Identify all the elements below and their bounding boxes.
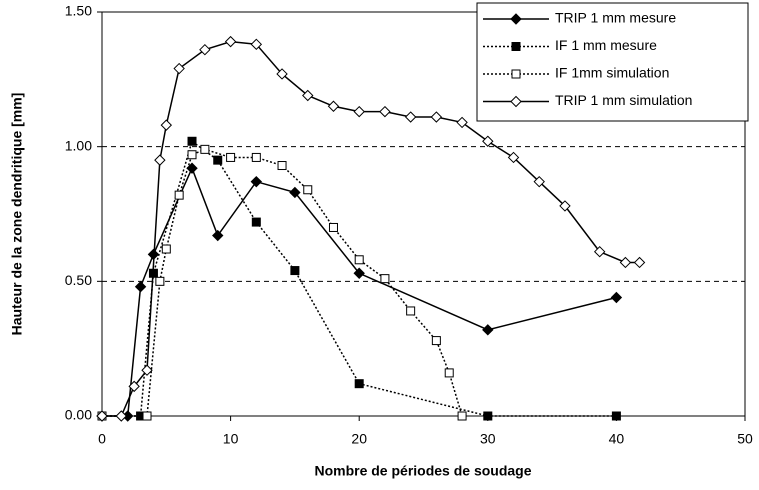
marker [277,161,287,171]
marker [482,135,494,147]
x-tick-label: 20 [351,431,367,447]
marker [457,411,467,421]
marker [444,368,454,378]
marker [327,100,340,112]
legend-label: TRIP 1 mm mesure [555,10,676,26]
marker [212,229,224,242]
marker [161,244,171,254]
y-axis-label: Hauteur de la zone dendritique [mm] [9,93,25,336]
series-line [102,166,617,417]
marker [610,291,623,304]
marker [482,324,494,336]
marker [354,379,364,389]
legend-label: TRIP 1 mm simulation [555,92,692,108]
marker [186,162,198,174]
marker [250,175,263,188]
marker [507,151,520,164]
marker [353,105,365,118]
marker [619,256,632,269]
x-axis-label: Nombre de périodes de soudage [314,463,531,479]
marker [199,43,211,56]
marker [406,306,416,316]
legend-marker [510,95,522,108]
marker [303,185,313,195]
marker [160,119,173,131]
marker [115,410,127,422]
marker [226,152,236,162]
marker [142,411,152,421]
legend-marker [511,42,521,51]
legend-marker [510,13,522,25]
y-tick-label: 1.50 [65,3,92,19]
y-tick-label: 0.00 [65,407,92,423]
marker [302,89,314,102]
marker [354,255,364,265]
marker [187,136,197,146]
marker [611,411,621,421]
marker [533,175,545,188]
marker [251,217,261,227]
marker [289,186,301,199]
legend-label: IF 1mm simulation [555,65,669,81]
marker [141,364,153,376]
marker [174,190,184,200]
marker [251,152,261,162]
x-tick-label: 10 [223,431,239,447]
marker [173,62,185,75]
marker [250,38,263,51]
marker [404,111,417,123]
marker [134,281,147,293]
legend-marker [511,69,521,79]
x-tick-label: 30 [480,431,496,447]
marker [276,68,288,80]
marker [154,154,166,166]
marker [430,111,443,123]
marker [328,222,338,232]
marker [431,336,441,346]
marker [96,410,108,422]
plot-frame [101,11,746,417]
marker [633,256,646,269]
marker [290,266,300,276]
marker [380,274,390,284]
y-tick-label: 0.50 [65,272,92,288]
y-tick-label: 1.00 [65,137,92,153]
x-tick-label: 50 [737,431,753,447]
marker [559,200,571,212]
marker [200,144,210,154]
marker [456,116,468,129]
x-tick-label: 0 [98,431,106,447]
marker [224,35,237,48]
marker [593,245,606,258]
marker [155,276,165,286]
marker [483,411,493,421]
marker [379,105,391,118]
marker [187,150,197,160]
marker [128,380,140,393]
marker [353,267,365,279]
x-tick-label: 40 [609,431,625,447]
marker [213,155,223,165]
legend-label: IF 1 mm mesure [555,37,657,53]
